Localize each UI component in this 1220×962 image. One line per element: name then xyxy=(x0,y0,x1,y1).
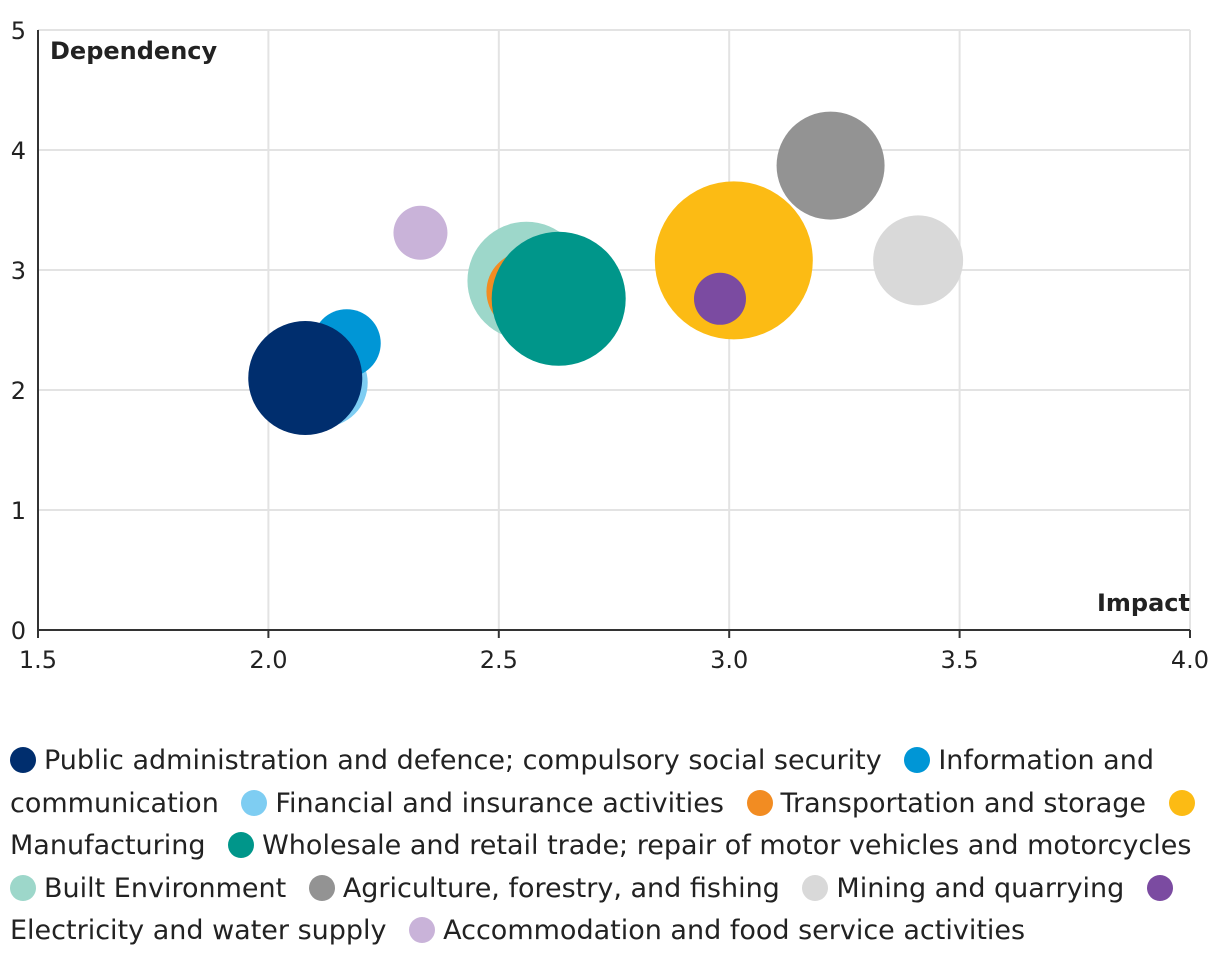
legend-item: Public administration and defence; compu… xyxy=(10,745,882,776)
legend-swatch xyxy=(10,874,36,901)
y-tick-label: 2 xyxy=(11,377,26,405)
x-axis-title: Impact xyxy=(1097,589,1190,617)
y-tick-label: 5 xyxy=(11,17,26,45)
legend-label: Mining and quarrying xyxy=(836,872,1125,904)
legend-swatch xyxy=(308,874,335,901)
bubble xyxy=(248,321,363,435)
y-tick-label: 3 xyxy=(11,257,26,285)
legend-swatch xyxy=(802,874,829,901)
legend-item: Manufacturing xyxy=(10,788,1203,861)
legend-item: Mining and quarrying xyxy=(802,873,1124,904)
bubble xyxy=(491,231,626,366)
x-tick-label: 1.5 xyxy=(19,646,57,674)
legend-label: Built Environment xyxy=(44,872,287,904)
bubble xyxy=(393,205,448,260)
legend-item: Financial and insurance activities xyxy=(241,788,724,819)
legend-swatch xyxy=(904,747,931,773)
x-tick-label: 3.0 xyxy=(710,646,748,674)
bubble xyxy=(873,215,964,306)
x-tick-label: 2.0 xyxy=(249,646,287,674)
legend-label: Public administration and defence; compu… xyxy=(44,745,882,776)
legend-label: Agriculture, forestry, and fishing xyxy=(342,872,780,904)
legend: Public administration and defence; compu… xyxy=(10,740,1210,953)
legend-item: Agriculture, forestry, and fishing xyxy=(308,872,780,904)
legend-item: Electricity and water supply xyxy=(10,873,1181,946)
legend-swatch xyxy=(746,789,773,816)
bubble xyxy=(693,272,746,325)
y-tick-label: 1 xyxy=(11,497,26,525)
y-tick-label: 0 xyxy=(11,617,26,645)
legend-swatch xyxy=(409,917,436,943)
y-axis-title: Dependency xyxy=(50,37,218,65)
x-tick-label: 2.5 xyxy=(480,646,518,674)
legend-swatch xyxy=(1168,789,1195,816)
legend-label: Accommodation and food service activitie… xyxy=(443,915,1026,946)
x-tick-label: 4.0 xyxy=(1171,646,1209,674)
y-tick-label: 4 xyxy=(11,137,26,165)
gridlines xyxy=(38,29,1191,630)
bubbles xyxy=(248,111,964,435)
legend-swatch xyxy=(1146,874,1173,901)
bubble xyxy=(776,111,885,220)
legend-item: Wholesale and retail trade; repair of mo… xyxy=(228,830,1191,861)
legend-item: Transportation and storage xyxy=(746,787,1147,819)
legend-label: Financial and insurance activities xyxy=(275,787,724,819)
legend-swatch xyxy=(228,832,255,858)
legend-swatch xyxy=(241,789,268,816)
legend-item: Information and communication xyxy=(10,745,1154,819)
legend-item: Built Environment xyxy=(10,873,286,904)
legend-item: Accommodation and food service activitie… xyxy=(409,915,1025,946)
bubble-chart: 1.5 2.0 2.5 3.0 3.5 4.0 0 1 2 3 4 5 Dependency Impa… xyxy=(11,17,1209,674)
legend-label: Transportation and storage xyxy=(780,787,1147,819)
legend-label: Manufacturing xyxy=(10,830,206,861)
axes: 1.5 2.0 2.5 3.0 3.5 4.0 0 1 2 3 4 5 xyxy=(11,17,1209,674)
legend-label: Electricity and water supply xyxy=(10,915,387,946)
x-tick-label: 3.5 xyxy=(941,646,979,674)
legend-label: Information and communication xyxy=(10,745,1154,819)
legend-swatch xyxy=(10,747,36,773)
legend-label: Wholesale and retail trade; repair of mo… xyxy=(262,830,1192,861)
